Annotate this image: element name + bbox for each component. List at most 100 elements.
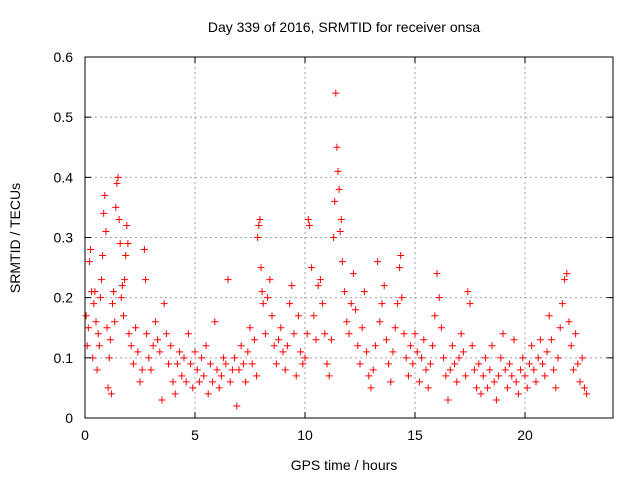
data-point [113,179,121,187]
data-point [233,402,241,410]
data-point [220,354,228,362]
data-point [299,360,307,368]
x-tick-label: 15 [407,427,423,443]
data-point [448,342,456,350]
data-point [116,240,124,248]
data-point [426,360,434,368]
data-point [255,221,263,229]
data-point [572,330,580,338]
data-point [343,318,351,326]
data-point [283,342,291,350]
data-point [237,342,245,350]
data-point [545,312,553,320]
data-point [338,258,346,266]
data-point [356,360,364,368]
data-point [147,366,155,374]
data-point [272,360,280,368]
data-point [349,270,357,278]
data-point [334,167,342,175]
data-point [138,366,146,374]
data-point [154,336,162,344]
data-point [125,330,133,338]
chart-title: Day 339 of 2016, SRMTID for receiver ons… [208,19,481,35]
data-point [258,288,266,296]
data-point [160,300,168,308]
data-point [191,348,199,356]
data-point [202,342,210,350]
data-point [277,324,285,332]
data-point [400,330,408,338]
data-point [341,288,349,296]
data-point [468,342,476,350]
data-point [437,324,445,332]
data-point [398,294,406,302]
data-point [231,354,239,362]
data-point [228,366,236,374]
data-point [464,288,472,296]
x-tick-label: 5 [191,427,199,443]
data-point [506,360,514,368]
data-point [136,378,144,386]
data-point [145,354,153,362]
data-point [563,270,571,278]
data-point [182,378,190,386]
grid-lines [85,57,613,418]
data-point [261,330,269,338]
data-point [84,324,92,332]
data-point [389,348,397,356]
data-point [312,336,320,344]
data-point [193,366,201,374]
data-point [497,354,505,362]
data-point [539,360,547,368]
data-point [525,360,533,368]
data-point [319,300,327,308]
data-point [167,342,175,350]
data-point [180,354,188,362]
data-point [407,342,415,350]
data-point [132,324,140,332]
y-tick-label: 0 [65,410,73,426]
data-point [583,390,591,398]
data-point [330,234,338,241]
data-point [325,372,333,380]
data-point [171,390,179,398]
data-point [517,366,525,374]
data-point [376,318,384,326]
y-tick-label: 0.3 [54,230,74,246]
data-point [380,282,388,290]
data-point [279,348,287,356]
data-point [246,324,254,332]
data-point [176,348,184,356]
data-point [303,330,311,338]
data-point [85,258,93,266]
data-point [121,276,129,284]
data-point [534,354,542,362]
data-point [209,378,217,386]
data-point [268,312,276,320]
data-point [501,366,509,374]
data-point [123,221,131,229]
data-point [466,300,474,308]
data-point [451,360,459,368]
data-point [109,300,116,308]
data-point [244,348,252,356]
data-point [352,306,360,314]
data-point [321,330,329,338]
data-point [475,360,483,368]
data-point [156,348,164,356]
data-point [187,360,195,368]
data-point [178,372,186,380]
data-point [290,330,298,338]
data-point [129,360,137,368]
y-tick-label: 0.5 [54,109,74,125]
data-point [336,227,344,235]
data-point [264,294,272,302]
data-point [512,378,520,386]
data-point [158,396,166,404]
data-point [371,342,379,350]
data-point [94,330,102,338]
data-point [275,336,283,344]
data-point [98,276,105,284]
data-point [492,396,500,404]
data-point [541,372,549,380]
